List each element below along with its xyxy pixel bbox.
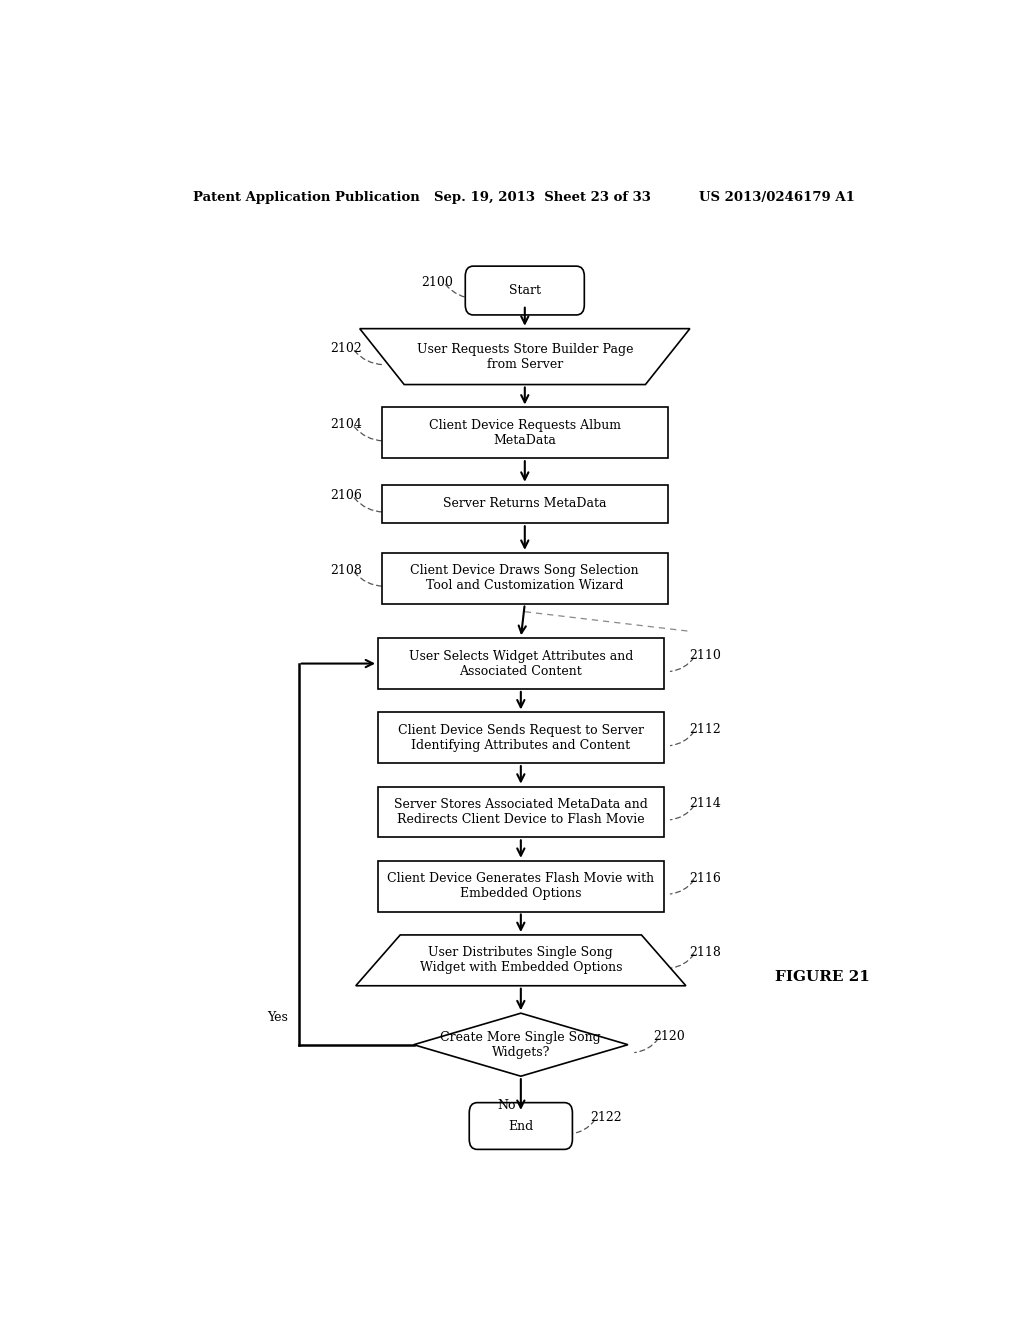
Text: User Requests Store Builder Page
from Server: User Requests Store Builder Page from Se… xyxy=(417,343,633,371)
FancyBboxPatch shape xyxy=(465,267,585,315)
Text: Patent Application Publication: Patent Application Publication xyxy=(194,190,420,203)
Bar xyxy=(378,638,664,689)
Text: Client Device Requests Album
MetaData: Client Device Requests Album MetaData xyxy=(429,418,621,447)
Bar xyxy=(378,787,664,837)
Polygon shape xyxy=(414,1014,628,1076)
Text: 2118: 2118 xyxy=(689,945,721,958)
FancyBboxPatch shape xyxy=(469,1102,572,1150)
Text: 2108: 2108 xyxy=(331,564,362,577)
Text: 2122: 2122 xyxy=(590,1111,622,1125)
Bar xyxy=(382,484,668,523)
Text: Server Stores Associated MetaData and
Redirects Client Device to Flash Movie: Server Stores Associated MetaData and Re… xyxy=(394,799,648,826)
Text: 2114: 2114 xyxy=(689,797,721,810)
Text: End: End xyxy=(508,1119,534,1133)
Text: 2106: 2106 xyxy=(331,490,362,503)
Text: User Distributes Single Song
Widget with Embedded Options: User Distributes Single Song Widget with… xyxy=(420,946,623,974)
Text: User Selects Widget Attributes and
Associated Content: User Selects Widget Attributes and Assoc… xyxy=(409,649,633,677)
Bar xyxy=(382,408,668,458)
Text: 2100: 2100 xyxy=(422,276,454,289)
Text: Start: Start xyxy=(509,284,541,297)
Text: FIGURE 21: FIGURE 21 xyxy=(775,970,869,983)
Text: 2112: 2112 xyxy=(689,723,721,737)
Text: US 2013/0246179 A1: US 2013/0246179 A1 xyxy=(699,190,855,203)
Text: 2110: 2110 xyxy=(689,649,721,661)
Text: 2102: 2102 xyxy=(331,342,362,355)
Text: Client Device Generates Flash Movie with
Embedded Options: Client Device Generates Flash Movie with… xyxy=(387,873,654,900)
Bar xyxy=(382,553,668,603)
Bar xyxy=(378,861,664,912)
Text: Create More Single Song
Widgets?: Create More Single Song Widgets? xyxy=(440,1031,601,1059)
Text: 2116: 2116 xyxy=(689,871,721,884)
Text: Client Device Draws Song Selection
Tool and Customization Wizard: Client Device Draws Song Selection Tool … xyxy=(411,564,639,593)
Text: Server Returns MetaData: Server Returns MetaData xyxy=(443,498,606,511)
Text: 2120: 2120 xyxy=(653,1030,685,1043)
Polygon shape xyxy=(359,329,690,384)
Text: Yes: Yes xyxy=(267,1011,288,1024)
Polygon shape xyxy=(355,935,686,986)
Text: 2104: 2104 xyxy=(331,418,362,432)
Text: Client Device Sends Request to Server
Identifying Attributes and Content: Client Device Sends Request to Server Id… xyxy=(398,723,644,752)
Text: Sep. 19, 2013  Sheet 23 of 33: Sep. 19, 2013 Sheet 23 of 33 xyxy=(433,190,650,203)
Bar xyxy=(378,713,664,763)
Text: No: No xyxy=(497,1098,515,1111)
